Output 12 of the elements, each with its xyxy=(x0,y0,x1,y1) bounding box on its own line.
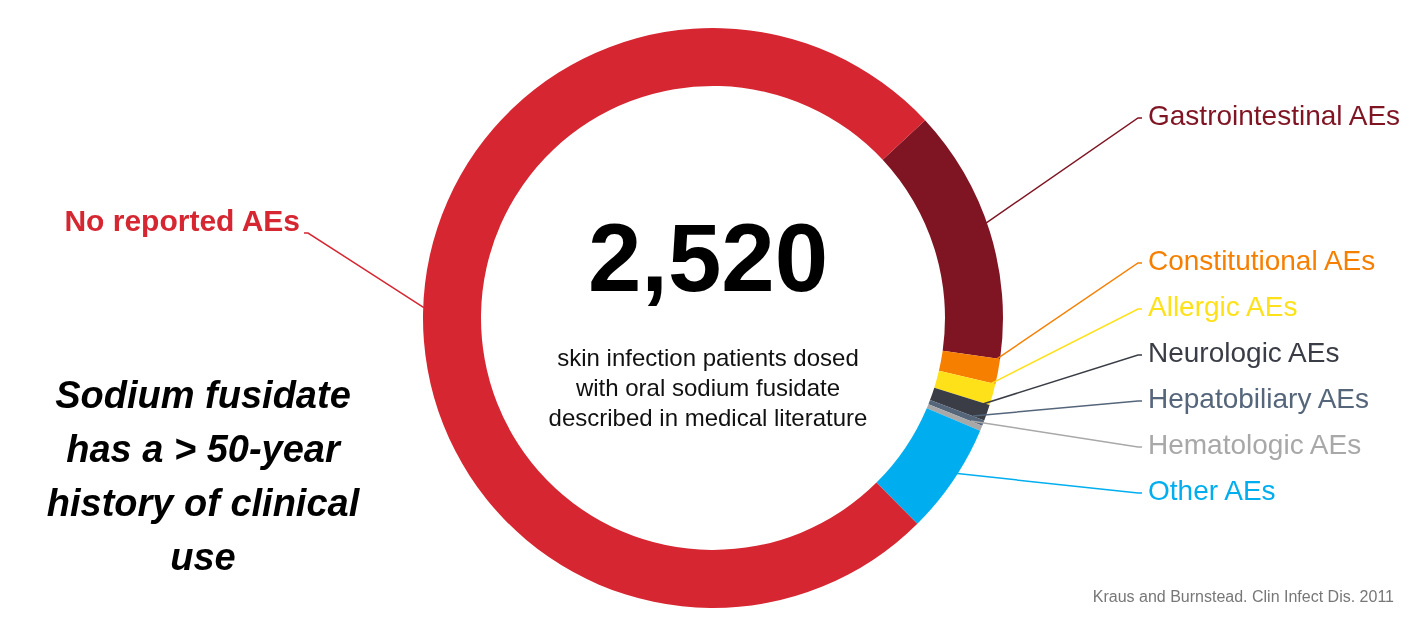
text: Sodium fusidate has a > 50-year history of clinical use xyxy=(45,373,361,580)
slice-label: Constitutional AEs xyxy=(1148,245,1376,277)
slice-label: Gastrointestinal AEs xyxy=(1148,100,1401,132)
text: skin infection patients dosed with oral sodium fusidate described in medical literature xyxy=(548,343,868,433)
text: Kraus and Burnstead. Clin Infect Dis. 2011 xyxy=(1092,588,1394,606)
slice-label: Neurologic AEs xyxy=(1148,337,1340,369)
slice-label: Hematologic AEs xyxy=(1148,429,1362,461)
slice-label: No reported AEs xyxy=(64,203,300,237)
slice-label: Allergic AEs xyxy=(1148,291,1298,323)
slice-label: Other AEs xyxy=(1148,475,1276,507)
text: 2,520 xyxy=(586,204,830,311)
slice-label: Hepatobiliary AEs xyxy=(1148,383,1370,415)
